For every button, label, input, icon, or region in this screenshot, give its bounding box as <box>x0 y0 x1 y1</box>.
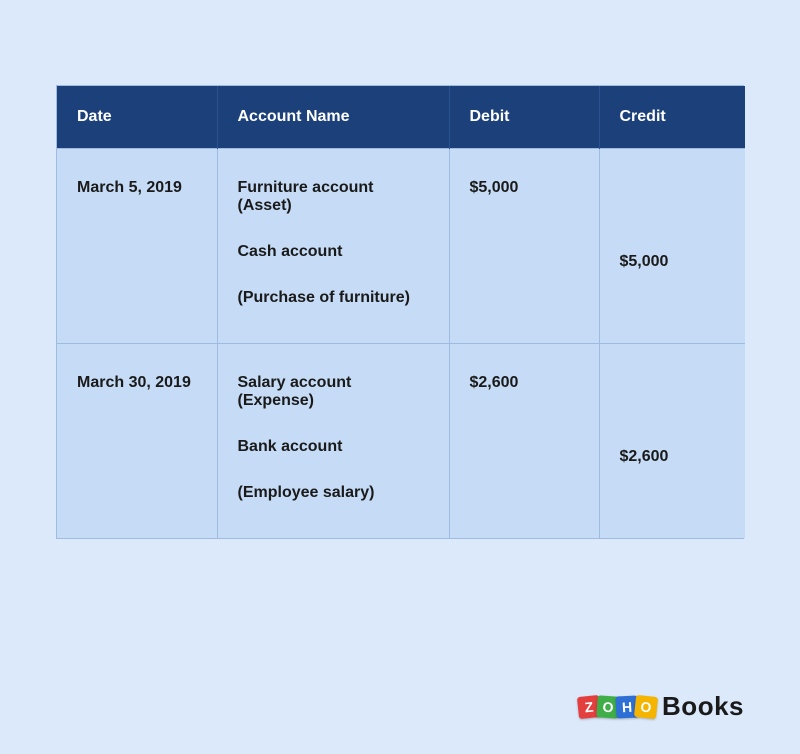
cell-account: Salary account (Expense) Bank account (E… <box>217 344 449 539</box>
account-line: Bank account <box>238 438 429 456</box>
col-header-date: Date <box>57 86 217 149</box>
cell-date: March 5, 2019 <box>57 149 217 344</box>
col-header-credit: Credit <box>599 86 745 149</box>
debit-value: $5,000 <box>470 179 579 197</box>
cell-date: March 30, 2019 <box>57 344 217 539</box>
account-line: Furniture account (Asset) <box>238 179 429 215</box>
zoho-books-logo: Z O H O Books <box>578 691 744 722</box>
cell-debit: $5,000 <box>449 149 599 344</box>
journal-table: Date Account Name Debit Credit March 5, … <box>56 85 744 539</box>
account-line: Salary account (Expense) <box>238 374 429 410</box>
account-line: Cash account <box>238 243 429 261</box>
table-header-row: Date Account Name Debit Credit <box>57 86 745 149</box>
credit-value: $5,000 <box>620 253 726 271</box>
col-header-account: Account Name <box>217 86 449 149</box>
cell-debit: $2,600 <box>449 344 599 539</box>
credit-value: $2,600 <box>620 448 726 466</box>
memo: (Purchase of furniture) <box>238 289 429 307</box>
cell-account: Furniture account (Asset) Cash account (… <box>217 149 449 344</box>
table-row: March 5, 2019 Furniture account (Asset) … <box>57 149 745 344</box>
debit-value: $2,600 <box>470 374 579 392</box>
memo: (Employee salary) <box>238 484 429 502</box>
logo-tile-o2: O <box>634 694 658 718</box>
table-row: March 30, 2019 Salary account (Expense) … <box>57 344 745 539</box>
cell-credit: $5,000 <box>599 149 745 344</box>
col-header-debit: Debit <box>449 86 599 149</box>
table: Date Account Name Debit Credit March 5, … <box>57 86 745 538</box>
cell-credit: $2,600 <box>599 344 745 539</box>
zoho-tiles: Z O H O <box>578 696 654 718</box>
logo-word-books: Books <box>662 691 744 722</box>
